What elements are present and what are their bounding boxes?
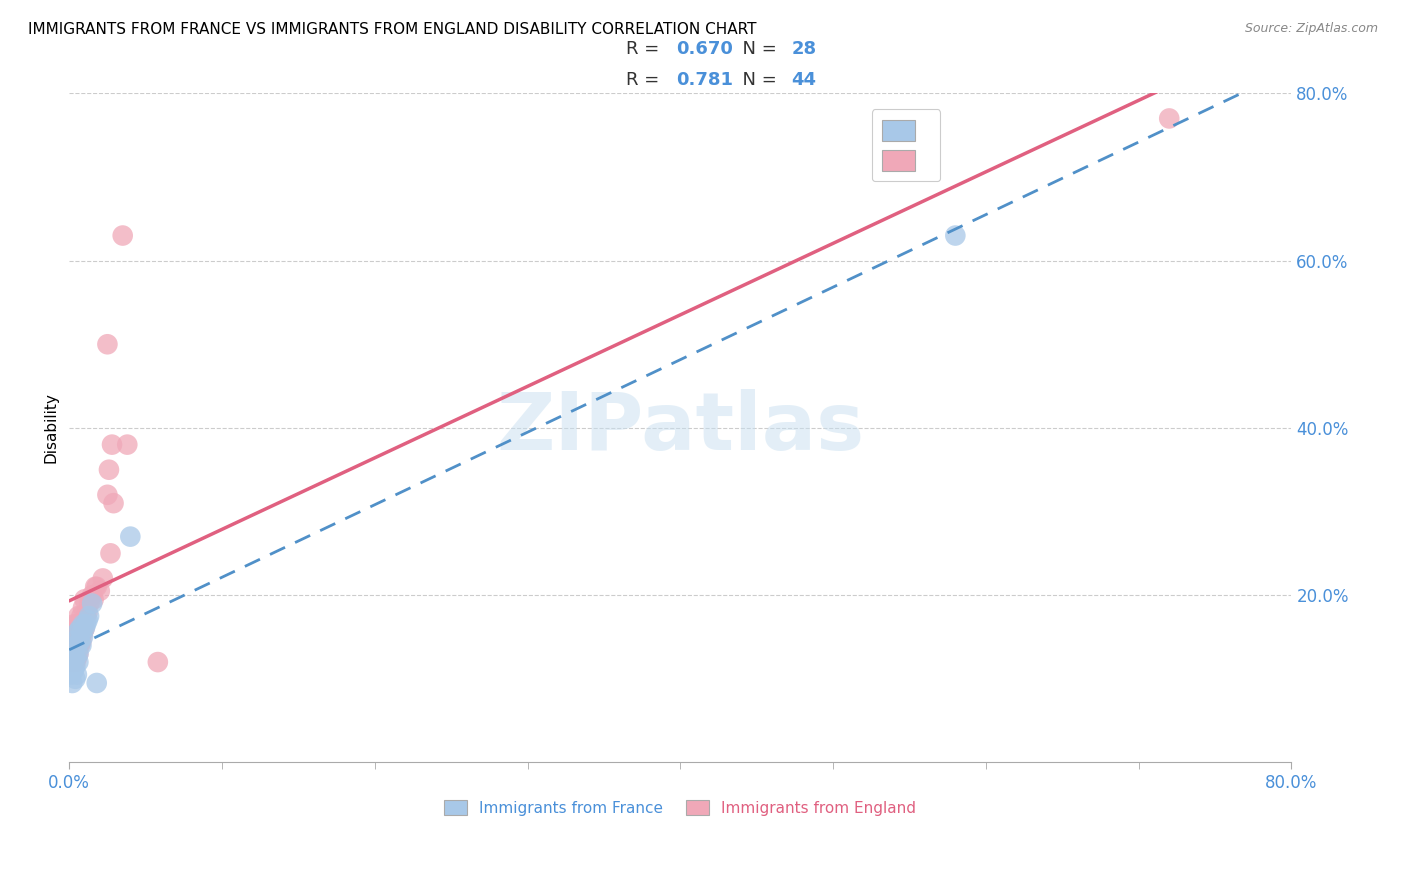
Point bbox=[70, 638, 93, 652]
Point bbox=[77, 609, 100, 624]
Point bbox=[60, 676, 83, 690]
Point bbox=[76, 605, 98, 619]
Text: R =: R = bbox=[626, 40, 665, 58]
Point bbox=[146, 655, 169, 669]
Point bbox=[59, 647, 82, 661]
Point bbox=[84, 580, 107, 594]
Point bbox=[66, 651, 89, 665]
Point bbox=[67, 655, 90, 669]
Point bbox=[70, 634, 93, 648]
Point bbox=[66, 638, 89, 652]
Text: N =: N = bbox=[731, 40, 783, 58]
Text: N =: N = bbox=[731, 71, 783, 89]
Point bbox=[72, 625, 94, 640]
Point bbox=[96, 488, 118, 502]
Point bbox=[77, 597, 100, 611]
Point bbox=[69, 622, 91, 636]
Text: ZIPatlas: ZIPatlas bbox=[496, 389, 865, 467]
Point bbox=[67, 625, 90, 640]
Point bbox=[103, 496, 125, 510]
Text: 28: 28 bbox=[792, 40, 817, 58]
Point bbox=[120, 530, 142, 544]
Point bbox=[65, 655, 87, 669]
Point bbox=[66, 617, 89, 632]
Point bbox=[62, 634, 84, 648]
Point bbox=[72, 617, 94, 632]
Point bbox=[82, 597, 104, 611]
Point bbox=[100, 546, 122, 560]
Point bbox=[69, 638, 91, 652]
Point bbox=[60, 655, 83, 669]
Point bbox=[89, 584, 111, 599]
Point bbox=[67, 647, 90, 661]
Point bbox=[62, 647, 84, 661]
Point bbox=[101, 437, 124, 451]
Point bbox=[75, 609, 97, 624]
Point bbox=[65, 642, 87, 657]
Text: 0.781: 0.781 bbox=[676, 71, 734, 89]
Point bbox=[67, 609, 90, 624]
Point bbox=[62, 664, 84, 678]
Y-axis label: Disability: Disability bbox=[44, 392, 58, 463]
Point bbox=[117, 437, 139, 451]
Text: 0.670: 0.670 bbox=[676, 40, 733, 58]
Point bbox=[65, 622, 87, 636]
Text: Source: ZipAtlas.com: Source: ZipAtlas.com bbox=[1244, 22, 1378, 36]
Point bbox=[76, 613, 98, 627]
Point bbox=[65, 672, 87, 686]
Point bbox=[79, 592, 101, 607]
Point bbox=[73, 592, 96, 607]
Point bbox=[97, 463, 120, 477]
Point bbox=[59, 667, 82, 681]
Point bbox=[72, 630, 94, 644]
Point bbox=[60, 625, 83, 640]
Point bbox=[62, 647, 84, 661]
Legend: Immigrants from France, Immigrants from England: Immigrants from France, Immigrants from … bbox=[439, 794, 922, 822]
Point bbox=[65, 659, 87, 673]
Point bbox=[62, 617, 84, 632]
Point bbox=[73, 622, 96, 636]
Point bbox=[1159, 112, 1181, 126]
Point bbox=[75, 617, 97, 632]
Point bbox=[60, 655, 83, 669]
Point bbox=[66, 634, 89, 648]
Point bbox=[111, 228, 134, 243]
Point bbox=[86, 580, 108, 594]
Point bbox=[69, 634, 91, 648]
Point bbox=[72, 600, 94, 615]
Point bbox=[96, 337, 118, 351]
Text: IMMIGRANTS FROM FRANCE VS IMMIGRANTS FROM ENGLAND DISABILITY CORRELATION CHART: IMMIGRANTS FROM FRANCE VS IMMIGRANTS FRO… bbox=[28, 22, 756, 37]
Point bbox=[83, 592, 105, 607]
Point bbox=[91, 571, 114, 585]
Point bbox=[67, 647, 90, 661]
Point bbox=[82, 588, 104, 602]
Point bbox=[62, 634, 84, 648]
Point bbox=[70, 609, 93, 624]
Text: 44: 44 bbox=[792, 71, 817, 89]
Point bbox=[73, 622, 96, 636]
Point bbox=[69, 617, 91, 632]
Point bbox=[66, 625, 89, 640]
Point bbox=[59, 634, 82, 648]
Point bbox=[66, 667, 89, 681]
Point bbox=[70, 625, 93, 640]
Point bbox=[86, 676, 108, 690]
Point bbox=[65, 651, 87, 665]
Point bbox=[943, 228, 966, 243]
Text: R =: R = bbox=[626, 71, 665, 89]
